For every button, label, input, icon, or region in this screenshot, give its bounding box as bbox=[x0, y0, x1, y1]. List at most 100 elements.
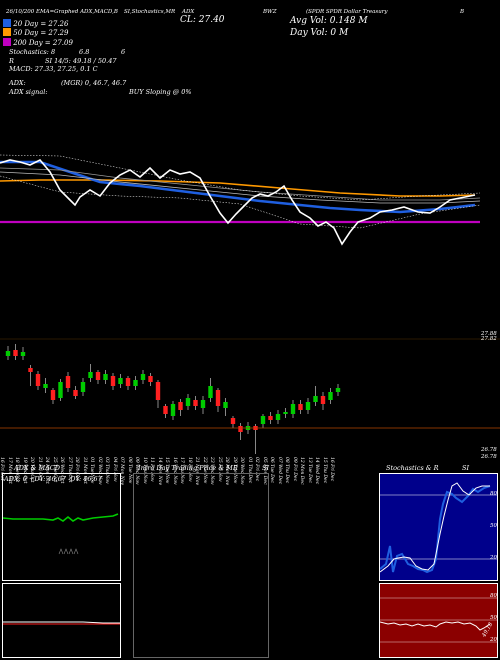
adx-value: (MGR) 0, 46.7, 46.7 bbox=[61, 79, 127, 87]
intraday-panel bbox=[133, 473, 269, 658]
candle-body bbox=[298, 404, 303, 410]
candle-body bbox=[28, 368, 33, 372]
ema20-swatch bbox=[3, 19, 11, 27]
adx-signal-label: ADX signal: bbox=[9, 88, 48, 96]
candle-body bbox=[215, 390, 221, 406]
candle-body bbox=[200, 400, 206, 408]
stoch-tick-50: 50 bbox=[490, 523, 497, 529]
rsi-tick-80: 80 bbox=[490, 593, 497, 599]
x-date-label: 16 Fri Dec bbox=[329, 457, 334, 482]
ema50-label: 50 Day = 27.29 bbox=[3, 28, 68, 37]
header-b: B bbox=[460, 9, 465, 15]
candle-body bbox=[238, 426, 243, 432]
rsi-panel bbox=[379, 583, 498, 658]
candle-body bbox=[305, 402, 311, 410]
stochastics-panel bbox=[379, 473, 498, 581]
candle-body bbox=[80, 382, 86, 392]
adx-line bbox=[3, 513, 119, 522]
candle-body bbox=[88, 372, 93, 378]
rsi-tick-50: 50 bbox=[490, 615, 497, 621]
candle-body bbox=[110, 376, 116, 386]
candle-body bbox=[155, 382, 161, 400]
day-vol-label: Day Vol: 0 M bbox=[290, 28, 349, 38]
adx-readout: ADX: 0 +DY: 46.67 -DY: 46.67 bbox=[4, 475, 102, 483]
header-indicators: 26/10/200 EMA=Graphed ADX,MACD,B bbox=[6, 9, 118, 15]
x-date-label: 13 Tue Dec bbox=[306, 457, 312, 483]
stochastics-chart bbox=[380, 482, 497, 574]
candle-body bbox=[35, 374, 41, 386]
candle-body bbox=[5, 351, 11, 356]
macd-line bbox=[3, 621, 120, 624]
x-date-label: 07 Wed Dec bbox=[276, 457, 282, 485]
header-row: 26/10/200 EMA=Graphed ADX,MACD,B bbox=[6, 9, 118, 15]
candle-body bbox=[185, 398, 191, 406]
bb-lower-dashed bbox=[0, 175, 481, 229]
ema20-text: 20 Day = 27.26 bbox=[13, 20, 69, 28]
stoch-panel-title: Stochastics & R bbox=[386, 464, 439, 472]
avg-vol-label: Avg Vol: 0.148 M bbox=[290, 16, 368, 26]
candle-body bbox=[290, 404, 296, 414]
close-label: CL: 27.40 bbox=[180, 15, 225, 25]
x-date-label: 14 Wed Dec bbox=[314, 457, 319, 485]
ema200-swatch bbox=[3, 38, 11, 46]
candle-body bbox=[223, 402, 228, 408]
adx-panel-title: ADX & MACD bbox=[14, 464, 60, 472]
candle-body bbox=[230, 418, 236, 424]
candle-body bbox=[335, 388, 341, 392]
rsi-label-r: R bbox=[9, 57, 14, 65]
candle-body bbox=[260, 416, 266, 424]
x-date-label: 06 Tue Dec bbox=[269, 457, 274, 483]
stoch-d-line bbox=[380, 482, 490, 573]
candle-body bbox=[133, 380, 138, 386]
header-adx: ADX bbox=[182, 9, 195, 15]
candle-body bbox=[208, 386, 213, 398]
candle-body bbox=[268, 416, 273, 420]
main-price-chart bbox=[0, 154, 500, 454]
x-date-label: 15 Thu Dec bbox=[321, 457, 327, 484]
price-label-bottom: 26.78 bbox=[481, 454, 497, 460]
candlestick-series bbox=[5, 344, 341, 454]
rsi-line bbox=[380, 621, 491, 631]
stoch-tick-20: 20 bbox=[490, 555, 497, 561]
stoch-panel-si: SI bbox=[462, 464, 470, 472]
header-symbol: BWZ bbox=[263, 9, 277, 15]
candle-body bbox=[118, 378, 123, 384]
stochastics-value-1: 6.8 bbox=[79, 48, 90, 56]
candle-body bbox=[275, 414, 281, 420]
x-date-label: 08 Tue Nov bbox=[126, 457, 132, 484]
candle-body bbox=[163, 406, 168, 414]
intra-panel-si: SI bbox=[262, 464, 270, 472]
bb-upper-dashed bbox=[0, 154, 481, 201]
rsi-tick-20: 20 bbox=[490, 637, 497, 643]
rsi-chart bbox=[380, 597, 497, 643]
ema200-text: 200 Day = 27.09 bbox=[13, 39, 73, 47]
candle-body bbox=[193, 400, 198, 406]
adx-panel bbox=[2, 473, 121, 581]
candle-body bbox=[20, 352, 26, 356]
candle-body bbox=[65, 376, 71, 388]
candle-body bbox=[50, 390, 56, 400]
dmi-markers bbox=[58, 548, 79, 555]
macd-chart bbox=[3, 621, 120, 625]
stochastics-label: Stochastics: 8 bbox=[9, 48, 56, 56]
price-close-line bbox=[0, 159, 476, 246]
ema20-line bbox=[0, 160, 476, 214]
candle-body bbox=[43, 384, 48, 388]
price-label-top: 27.88 bbox=[481, 331, 497, 337]
macd-label: MACD: 27.33, 27.25, 0.1 C bbox=[9, 65, 98, 73]
moving-average-lines bbox=[0, 154, 481, 246]
candle-body bbox=[170, 404, 176, 416]
candle-body bbox=[125, 378, 131, 386]
intra-panel-title: Intra Day Trading Price & MR bbox=[138, 464, 238, 472]
macd-panel bbox=[2, 583, 121, 658]
adx-label: ADX: bbox=[9, 79, 26, 87]
x-date-label: 12 Mon Dec bbox=[299, 457, 304, 485]
header-name: (SPDR SPDR Dollar Treasury bbox=[306, 9, 388, 15]
candle-body bbox=[13, 350, 18, 356]
stoch-tick-80: 80 bbox=[490, 491, 497, 497]
candle-body bbox=[103, 374, 108, 380]
ema200-label: 200 Day = 27.09 bbox=[3, 38, 73, 47]
ema50-text: 50 Day = 27.29 bbox=[13, 29, 69, 37]
adx-chart bbox=[3, 513, 119, 555]
candle-body bbox=[320, 396, 326, 404]
